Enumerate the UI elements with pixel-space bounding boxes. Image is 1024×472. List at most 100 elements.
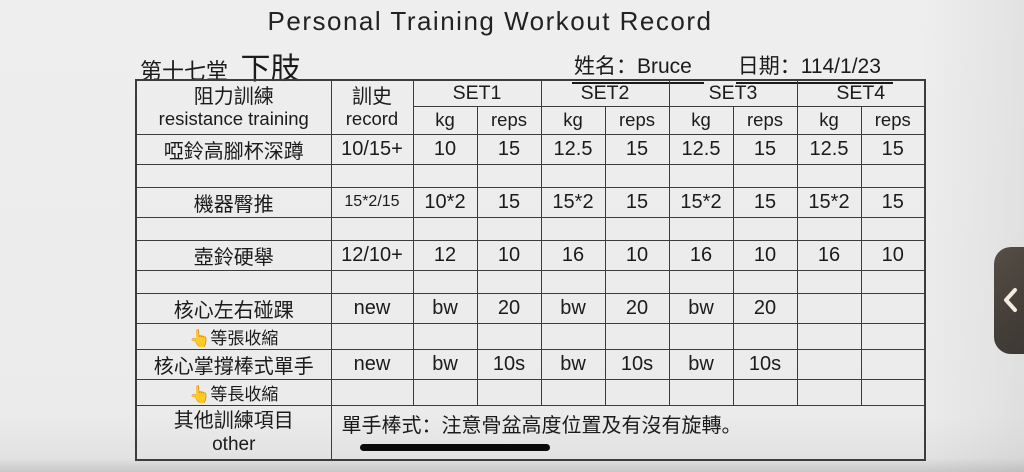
empty-cell bbox=[412, 269, 478, 294]
header-kg-set3: kg bbox=[668, 105, 734, 135]
empty-cell bbox=[135, 269, 332, 294]
set-value-cell: 20 bbox=[604, 292, 670, 324]
set-value-cell: 15 bbox=[604, 133, 670, 165]
header-set1: SET1 bbox=[412, 79, 542, 107]
set-value-cell: 15 bbox=[476, 186, 542, 218]
empty-cell bbox=[796, 322, 862, 350]
set-value-cell: 10 bbox=[732, 239, 798, 271]
empty-cell bbox=[476, 378, 542, 406]
empty-cell bbox=[860, 216, 926, 241]
set-value-cell: 16 bbox=[796, 239, 862, 271]
set-value-cell: bw bbox=[412, 292, 478, 324]
other-training-en: other bbox=[212, 433, 256, 455]
set-value-cell: 10 bbox=[860, 239, 926, 271]
empty-cell bbox=[540, 216, 606, 241]
exercise-name-cell: 壺鈴硬舉 bbox=[135, 239, 332, 271]
set-value-cell: 12.5 bbox=[540, 133, 606, 165]
empty-cell bbox=[860, 378, 926, 406]
empty-cell bbox=[796, 163, 862, 188]
coach-note-text: 單手棒式：注意骨盆高度位置及有沒有旋轉。 bbox=[341, 414, 742, 437]
table-row-other-training: 其他訓練項目 other 單手棒式：注意骨盆高度位置及有沒有旋轉。 bbox=[135, 404, 926, 461]
marker-underline bbox=[359, 443, 550, 451]
header-record-zh: 訓史 bbox=[352, 86, 392, 109]
empty-cell bbox=[604, 322, 670, 350]
exercise-name-cell: 核心左右碰踝 bbox=[135, 292, 332, 324]
empty-cell bbox=[668, 269, 734, 294]
table-row-kettlebell-deadlift: 壺鈴硬舉 12/10+ 12 10 16 10 16 10 16 10 bbox=[135, 239, 926, 271]
set-value-cell: bw bbox=[412, 348, 478, 380]
empty-cell bbox=[732, 216, 798, 241]
empty-cell bbox=[330, 322, 414, 350]
empty-cell bbox=[540, 163, 606, 188]
other-training-zh: 其他訓練項目 bbox=[173, 409, 294, 432]
set-value-cell: bw bbox=[540, 292, 606, 324]
empty-cell bbox=[796, 216, 862, 241]
set-value-cell: 10s bbox=[476, 348, 542, 380]
set-value-cell bbox=[796, 348, 862, 380]
coach-note-cell: 單手棒式：注意骨盆高度位置及有沒有旋轉。 bbox=[330, 404, 926, 461]
empty-cell bbox=[604, 163, 670, 188]
table-row-single-arm-plank: 核心掌撐棒式單手 new bw 10s bw 10s bw 10s bbox=[135, 348, 926, 380]
set-value-cell: 16 bbox=[668, 239, 734, 271]
header-kg-set1: kg bbox=[412, 105, 478, 135]
header-reps-set2: reps bbox=[604, 105, 670, 135]
empty-cell bbox=[860, 322, 926, 350]
empty-cell bbox=[330, 269, 414, 294]
empty-cell bbox=[604, 216, 670, 241]
exercise-name-cell: 核心掌撐棒式單手 bbox=[135, 348, 332, 380]
set-value-cell: 20 bbox=[476, 292, 542, 324]
record-cell: 12/10+ bbox=[330, 239, 414, 271]
header-set3: SET3 bbox=[668, 79, 798, 107]
empty-cell bbox=[732, 378, 798, 406]
back-navigation-handle[interactable] bbox=[994, 247, 1024, 354]
set-value-cell bbox=[860, 292, 926, 324]
header-reps-set4: reps bbox=[860, 105, 926, 135]
set-value-cell: 15 bbox=[860, 133, 926, 165]
set-value-cell: 15 bbox=[732, 186, 798, 218]
exercise-name-cell: 啞鈴高腳杯深蹲 bbox=[135, 133, 332, 165]
header-row-sets: 阻力訓練 resistance training 訓史 record SET1 … bbox=[135, 79, 926, 135]
workout-table: 阻力訓練 resistance training 訓史 record SET1 … bbox=[135, 79, 926, 461]
empty-cell bbox=[135, 216, 332, 241]
table-row-spacer bbox=[135, 216, 926, 241]
set-value-cell: bw bbox=[540, 348, 606, 380]
header-resistance-zh: 阻力訓練 bbox=[193, 86, 274, 109]
table-row-isotonic-note: 👆等張收縮 bbox=[135, 322, 926, 350]
set-value-cell: 20 bbox=[732, 292, 798, 324]
set-value-cell: 15 bbox=[604, 186, 670, 218]
empty-cell bbox=[732, 269, 798, 294]
header-resistance-training: 阻力訓練 resistance training bbox=[135, 79, 332, 135]
set-value-cell: 15 bbox=[860, 186, 926, 218]
empty-cell bbox=[476, 269, 542, 294]
empty-cell bbox=[604, 378, 670, 406]
set-value-cell bbox=[796, 292, 862, 324]
set-value-cell: 12.5 bbox=[796, 133, 862, 165]
set-value-cell: 10 bbox=[604, 239, 670, 271]
isometric-contraction-note: 👆等長收縮 bbox=[135, 378, 332, 406]
table-row-spacer bbox=[135, 163, 926, 188]
header-set4: SET4 bbox=[796, 79, 926, 107]
chevron-left-icon bbox=[1004, 288, 1017, 312]
empty-cell bbox=[330, 216, 414, 241]
set-value-cell: 16 bbox=[540, 239, 606, 271]
empty-cell bbox=[540, 269, 606, 294]
header-kg-set4: kg bbox=[796, 105, 862, 135]
set-value-cell: 15*2 bbox=[668, 186, 734, 218]
header-kg-set2: kg bbox=[540, 105, 606, 135]
page-title: Personal Training Workout Record bbox=[267, 6, 713, 36]
set-value-cell: 12 bbox=[412, 239, 478, 271]
set-value-cell: 15*2 bbox=[796, 186, 862, 218]
empty-cell bbox=[135, 163, 332, 188]
set-value-cell: 10 bbox=[476, 239, 542, 271]
empty-cell bbox=[860, 163, 926, 188]
set-value-cell: 15 bbox=[732, 133, 798, 165]
isotonic-contraction-note: 👆等張收縮 bbox=[135, 322, 332, 350]
header-record-en: record bbox=[345, 108, 399, 130]
empty-cell bbox=[412, 163, 478, 188]
empty-cell bbox=[668, 163, 734, 188]
header-resistance-en: resistance training bbox=[158, 108, 309, 130]
set-value-cell: 15*2 bbox=[540, 186, 606, 218]
empty-cell bbox=[668, 216, 734, 241]
record-cell: new bbox=[330, 292, 414, 324]
